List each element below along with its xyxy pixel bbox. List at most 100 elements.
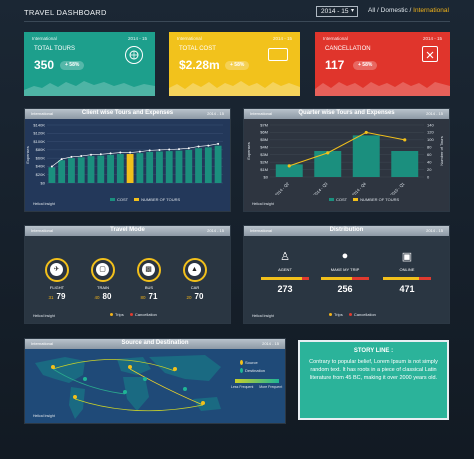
bar	[275, 164, 303, 177]
filter-domestic-link[interactable]: Domestic	[380, 7, 408, 14]
plane-icon: ✈	[50, 263, 63, 276]
y-tick-label: $80K	[36, 147, 46, 152]
y-tick-label: $0	[41, 180, 46, 185]
panel-title-bar: International Quarter wise Tours and Exp…	[244, 109, 449, 119]
x-tick-label: 2015 - Q1	[389, 181, 406, 195]
y-tick-label: $7M	[260, 122, 268, 127]
year-select[interactable]: 2014 - 15 ▾	[316, 6, 358, 17]
legend-swatch-tours	[134, 198, 140, 202]
travel-mode-bus: ▩ BUS 80 71	[132, 258, 166, 301]
train-icon: ▢	[96, 263, 109, 276]
kpi-year: 2014 - 15	[422, 36, 442, 41]
bar	[107, 154, 114, 183]
y-tick-label: $40K	[36, 164, 46, 169]
y2-tick-label: 100	[427, 137, 434, 142]
online-icon: ▣	[401, 251, 413, 263]
travel-mode-flight: ✈ FLIGHT 31 79	[40, 258, 74, 301]
panel-footer: Helical Insight	[252, 314, 274, 318]
line-point	[148, 149, 151, 152]
panel-title: Travel Mode	[110, 227, 145, 233]
mode-trips-value: 71	[148, 292, 158, 301]
line-point	[197, 145, 200, 148]
kpi-card-total-tours: International 2014 - 15 TOTAL TOURS 350 …	[24, 32, 155, 96]
channel-value: 471	[399, 284, 415, 294]
legend-swatch-trips	[110, 313, 113, 317]
map-landmass	[149, 355, 221, 381]
chart-legend: Trips Cancellation	[105, 312, 157, 317]
mode-name: FLIGHT	[49, 285, 65, 290]
kpi-change-badge: + 58%	[60, 61, 85, 70]
line-point	[60, 158, 63, 161]
mode-cancel-value: 20	[186, 295, 192, 300]
bus-icon: ▩	[142, 263, 155, 276]
map-legend: Source Destination	[235, 359, 265, 375]
panel-footer: Helical Insight	[33, 314, 55, 318]
chart-legend: COST NUMBER OF TOURS	[324, 197, 399, 202]
legend-label: Cancellation	[353, 312, 376, 317]
line-point	[287, 164, 291, 168]
y-tick-label: $2M	[260, 159, 268, 164]
line-point	[70, 155, 73, 158]
frequency-gradient-bar	[235, 379, 279, 383]
line-point	[80, 155, 83, 158]
mode-values: 20 70	[178, 292, 212, 301]
legend-swatch-tours	[353, 198, 359, 202]
source-destination-panel: International Source and Destination 201…	[24, 338, 286, 424]
kpi-label: International	[32, 36, 57, 41]
panel-title: Source and Destination	[121, 340, 189, 346]
bar	[48, 167, 56, 183]
mode-ring: ▩	[137, 258, 161, 282]
filter-separator: /	[375, 7, 381, 14]
bar	[136, 153, 144, 183]
mode-name: TRAIN	[97, 285, 109, 290]
source-pins	[51, 365, 205, 405]
line-point	[138, 150, 141, 153]
y2-axis-label: Number of Tours	[439, 136, 444, 166]
y-tick-label: $100K	[33, 139, 45, 144]
mode-values: 80 71	[132, 292, 166, 301]
line-point	[326, 151, 330, 155]
dashboard-title: TRAVEL DASHBOARD	[24, 8, 107, 17]
region-filter: All / Domestic / International	[368, 7, 449, 14]
bar	[68, 158, 75, 183]
channel-bar	[321, 277, 369, 280]
bar	[214, 145, 222, 183]
filter-all-link[interactable]: All	[368, 7, 376, 14]
channel-value: 273	[277, 284, 293, 294]
panel-year: 2014 - 15	[207, 111, 224, 116]
y2-tick-label: 60	[427, 152, 432, 157]
channel-value: 256	[337, 284, 353, 294]
kpi-card-total-cost: International 2014 - 15 TOTAL COST $2.28…	[169, 32, 300, 96]
cancel-calendar-icon	[422, 46, 438, 62]
line-point	[207, 144, 210, 147]
channel-bar	[383, 277, 431, 280]
x-tick-label: 2014 - Q3	[312, 181, 329, 195]
bar	[352, 135, 380, 177]
bar	[156, 151, 163, 183]
mode-ring: ✈	[45, 258, 69, 282]
panel-label: International	[31, 228, 54, 233]
y2-tick-label: 120	[427, 130, 434, 135]
panel-title: Distribution	[329, 227, 364, 233]
route-line	[74, 398, 204, 412]
kpi-label: International	[177, 36, 202, 41]
agent-icon: ♙	[280, 251, 290, 263]
filter-international-link[interactable]: International	[413, 7, 449, 14]
mode-trips-value: 79	[56, 292, 66, 301]
mode-values: 40 80	[86, 292, 120, 301]
line-point	[129, 151, 132, 154]
y-tick-label: $20K	[36, 172, 46, 177]
y-tick-label: $4M	[260, 145, 268, 150]
line-point	[168, 148, 171, 151]
y2-tick-label: 40	[427, 159, 432, 164]
kpi-change-badge: + 58%	[225, 61, 250, 70]
y-tick-label: $6M	[260, 130, 268, 135]
bar	[204, 147, 212, 183]
legend-label: Source	[245, 360, 258, 365]
quarter-wise-panel: International Quarter wise Tours and Exp…	[243, 108, 450, 212]
destination-pins	[83, 377, 187, 394]
map-landmass	[193, 397, 221, 411]
filter-separator: /	[407, 7, 414, 14]
panel-year: 2014 - 15	[426, 111, 443, 116]
map-landmass	[69, 387, 85, 419]
